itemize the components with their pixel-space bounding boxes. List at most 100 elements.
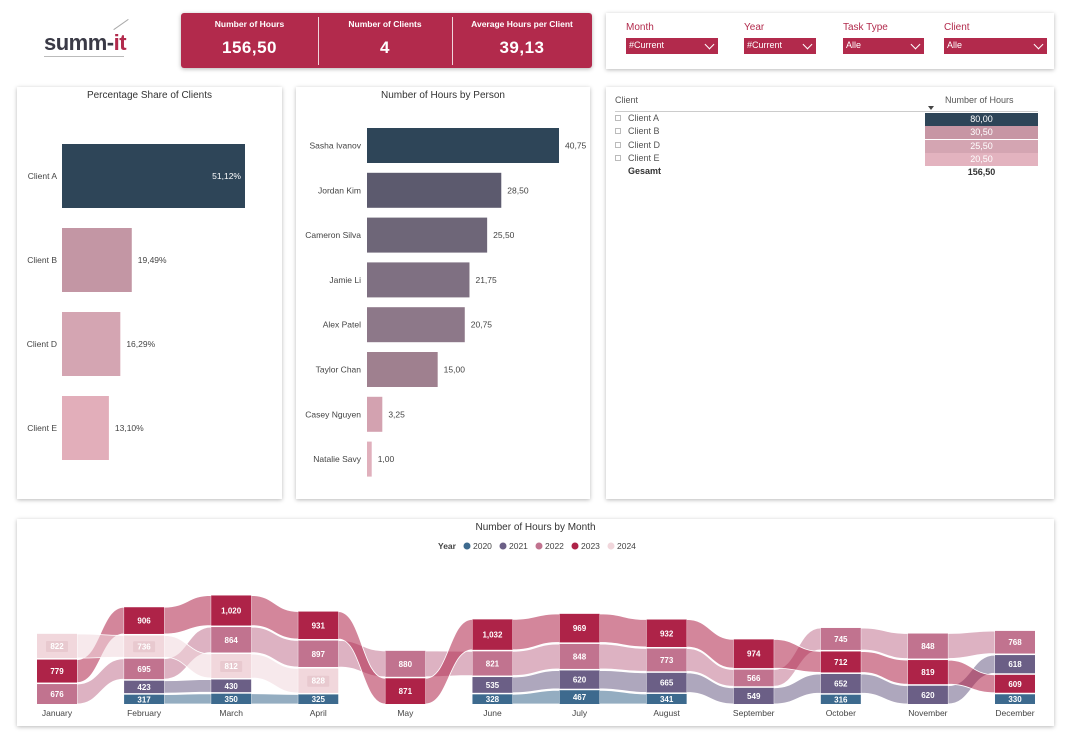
bar[interactable] <box>367 396 383 432</box>
ribbon[interactable] <box>686 619 735 669</box>
month-dropdown[interactable]: #Current <box>626 38 718 54</box>
ribbon[interactable] <box>860 673 909 705</box>
month-band-segment[interactable] <box>211 627 252 653</box>
legend-marker[interactable] <box>571 542 579 550</box>
month-band-segment[interactable] <box>820 651 861 673</box>
legend-marker[interactable] <box>499 542 507 550</box>
ribbon[interactable] <box>250 693 299 705</box>
bar[interactable] <box>62 228 132 292</box>
bar[interactable] <box>62 312 121 376</box>
ribbon[interactable] <box>163 693 212 705</box>
month-band-segment[interactable] <box>907 660 948 685</box>
month-band-segment[interactable] <box>211 679 252 693</box>
ribbon[interactable] <box>860 651 909 685</box>
expand-icon[interactable] <box>615 154 621 161</box>
month-band-segment[interactable] <box>559 670 600 689</box>
bar[interactable] <box>367 128 559 163</box>
table-row[interactable]: Client B <box>615 126 660 139</box>
month-band-segment[interactable] <box>211 693 252 704</box>
bar[interactable] <box>62 144 245 208</box>
expand-icon[interactable] <box>615 141 621 148</box>
month-band-segment[interactable] <box>385 678 426 704</box>
ribbon[interactable] <box>599 670 648 693</box>
ribbon[interactable] <box>163 679 212 694</box>
bar[interactable] <box>367 217 488 253</box>
month-band-segment[interactable] <box>559 643 600 669</box>
ribbon[interactable] <box>860 627 909 659</box>
ribbon[interactable] <box>599 613 648 648</box>
bar[interactable] <box>367 441 372 477</box>
ribbon[interactable] <box>599 689 648 705</box>
month-band-segment[interactable] <box>907 633 948 659</box>
month-band-segment[interactable] <box>646 619 687 648</box>
ribbon[interactable] <box>512 643 560 676</box>
month-band-segment[interactable] <box>995 694 1035 704</box>
month-band-segment[interactable] <box>733 639 774 669</box>
month-band-segment[interactable] <box>646 648 687 672</box>
year-dropdown[interactable]: #Current <box>744 38 816 54</box>
legend-marker[interactable] <box>607 542 615 550</box>
bar[interactable] <box>62 396 109 460</box>
bar[interactable] <box>367 172 502 208</box>
month-band-segment[interactable] <box>733 669 774 687</box>
ribbon[interactable] <box>686 672 735 705</box>
ribbon[interactable] <box>599 643 648 672</box>
ribbon[interactable] <box>947 659 996 694</box>
legend-marker[interactable] <box>535 542 543 550</box>
month-band-segment[interactable] <box>995 674 1035 693</box>
month-band-segment[interactable] <box>733 687 774 704</box>
month-band-segment[interactable] <box>124 680 165 694</box>
table-row[interactable]: Client A <box>615 113 659 126</box>
client-dropdown[interactable]: Alle <box>944 38 1047 54</box>
ribbon[interactable] <box>163 635 212 679</box>
legend-label[interactable]: 2021 <box>509 541 528 551</box>
month-band-segment[interactable] <box>124 607 165 634</box>
month-band-segment[interactable] <box>298 611 339 640</box>
ribbon[interactable] <box>773 638 822 673</box>
ribbon[interactable] <box>250 595 299 640</box>
month-band-segment[interactable] <box>472 694 513 704</box>
expand-icon[interactable] <box>615 128 621 135</box>
month-band-segment[interactable] <box>820 673 861 694</box>
month-band-segment[interactable] <box>211 595 252 626</box>
month-band-segment[interactable] <box>820 694 861 704</box>
ribbon[interactable] <box>76 633 125 659</box>
legend-marker[interactable] <box>463 542 471 550</box>
ribbon[interactable] <box>686 648 735 687</box>
ribbon[interactable] <box>424 618 473 705</box>
legend-label[interactable]: 2022 <box>545 541 564 551</box>
task-type-dropdown[interactable]: Alle <box>843 38 924 54</box>
ribbon[interactable] <box>512 670 560 694</box>
month-band-segment[interactable] <box>995 655 1035 674</box>
month-band-segment[interactable] <box>472 677 513 693</box>
bar[interactable] <box>367 307 465 343</box>
ribbon[interactable] <box>947 630 996 659</box>
ribbon[interactable] <box>512 689 560 705</box>
ribbon[interactable] <box>250 653 299 694</box>
month-band-segment[interactable] <box>37 684 77 704</box>
month-band-segment[interactable] <box>298 640 339 667</box>
table-row[interactable]: Client D <box>615 140 660 153</box>
month-band-segment[interactable] <box>124 658 165 680</box>
ribbon[interactable] <box>773 673 822 705</box>
expand-icon[interactable] <box>615 115 621 121</box>
legend-label[interactable]: 2020 <box>473 541 492 551</box>
month-band-segment[interactable] <box>472 651 513 676</box>
month-band-segment[interactable] <box>559 613 600 643</box>
legend-label[interactable]: 2023 <box>581 541 600 551</box>
column-header-hours[interactable]: Number of Hours <box>945 95 1014 105</box>
legend-label[interactable]: 2024 <box>617 541 636 551</box>
month-band-segment[interactable] <box>820 627 861 650</box>
month-band-segment[interactable] <box>646 693 687 704</box>
table-row[interactable]: Client E <box>615 153 660 166</box>
month-band-segment[interactable] <box>385 650 426 677</box>
month-band-segment[interactable] <box>124 694 165 704</box>
month-band-segment[interactable] <box>298 694 339 704</box>
ribbon[interactable] <box>512 613 560 651</box>
month-band-segment[interactable] <box>995 630 1035 654</box>
bar[interactable] <box>367 352 438 387</box>
month-band-segment[interactable] <box>37 659 77 683</box>
month-band-segment[interactable] <box>646 672 687 693</box>
column-header-client[interactable]: Client <box>615 95 639 105</box>
month-band-segment[interactable] <box>472 619 513 650</box>
